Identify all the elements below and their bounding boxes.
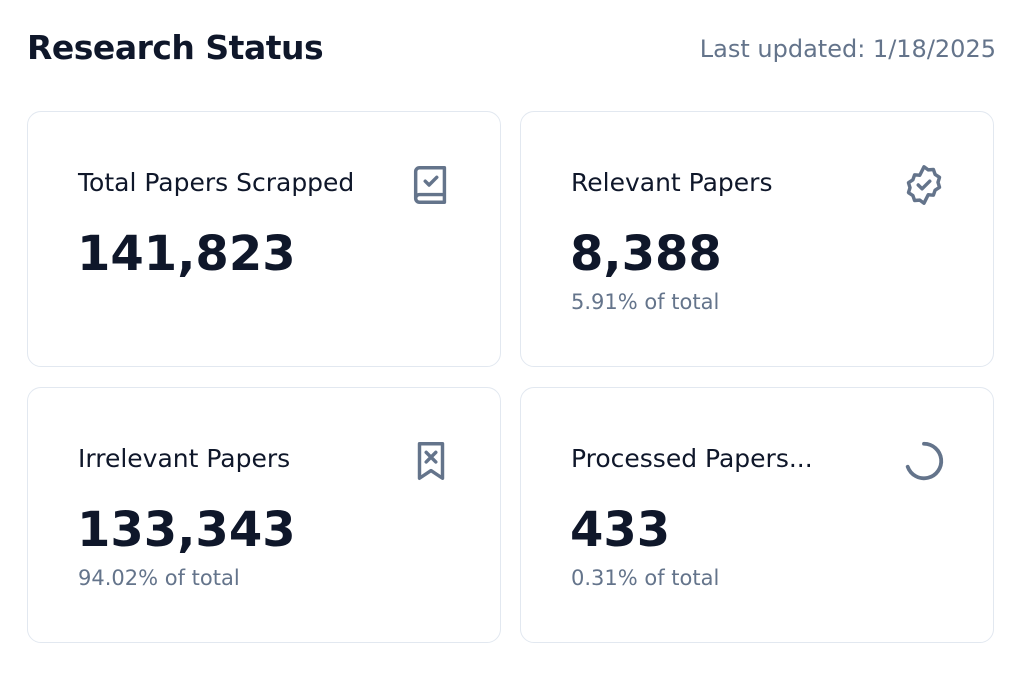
card-note: 94.02% of total [78, 566, 240, 590]
loader-icon [905, 441, 944, 481]
card-label: Relevant Papers [571, 168, 773, 197]
card-label: Processed Papers... [571, 444, 813, 473]
card-value: 433 [570, 502, 671, 558]
stat-card: Relevant Papers 8,388 5.91% of total [520, 111, 994, 367]
card-label: Total Papers Scrapped [78, 168, 355, 197]
card-value: 8,388 [570, 226, 722, 282]
stat-card: Total Papers Scrapped 141,823 [27, 111, 501, 367]
stat-card: Processed Papers... 433 0.31% of total [520, 387, 994, 643]
card-label: Irrelevant Papers [78, 444, 291, 473]
last-updated: Last updated: 1/18/2025 [699, 35, 996, 63]
card-value: 141,823 [77, 226, 296, 282]
card-note: 5.91% of total [571, 290, 720, 314]
book-icon [413, 166, 447, 204]
badge-check-icon [906, 165, 942, 205]
page-title: Research Status [27, 28, 324, 67]
stat-card: Irrelevant Papers 133,343 94.02% of tota… [27, 387, 501, 643]
card-value: 133,343 [77, 502, 296, 558]
card-note: 0.31% of total [571, 566, 720, 590]
bookmark-x-icon [417, 442, 445, 480]
